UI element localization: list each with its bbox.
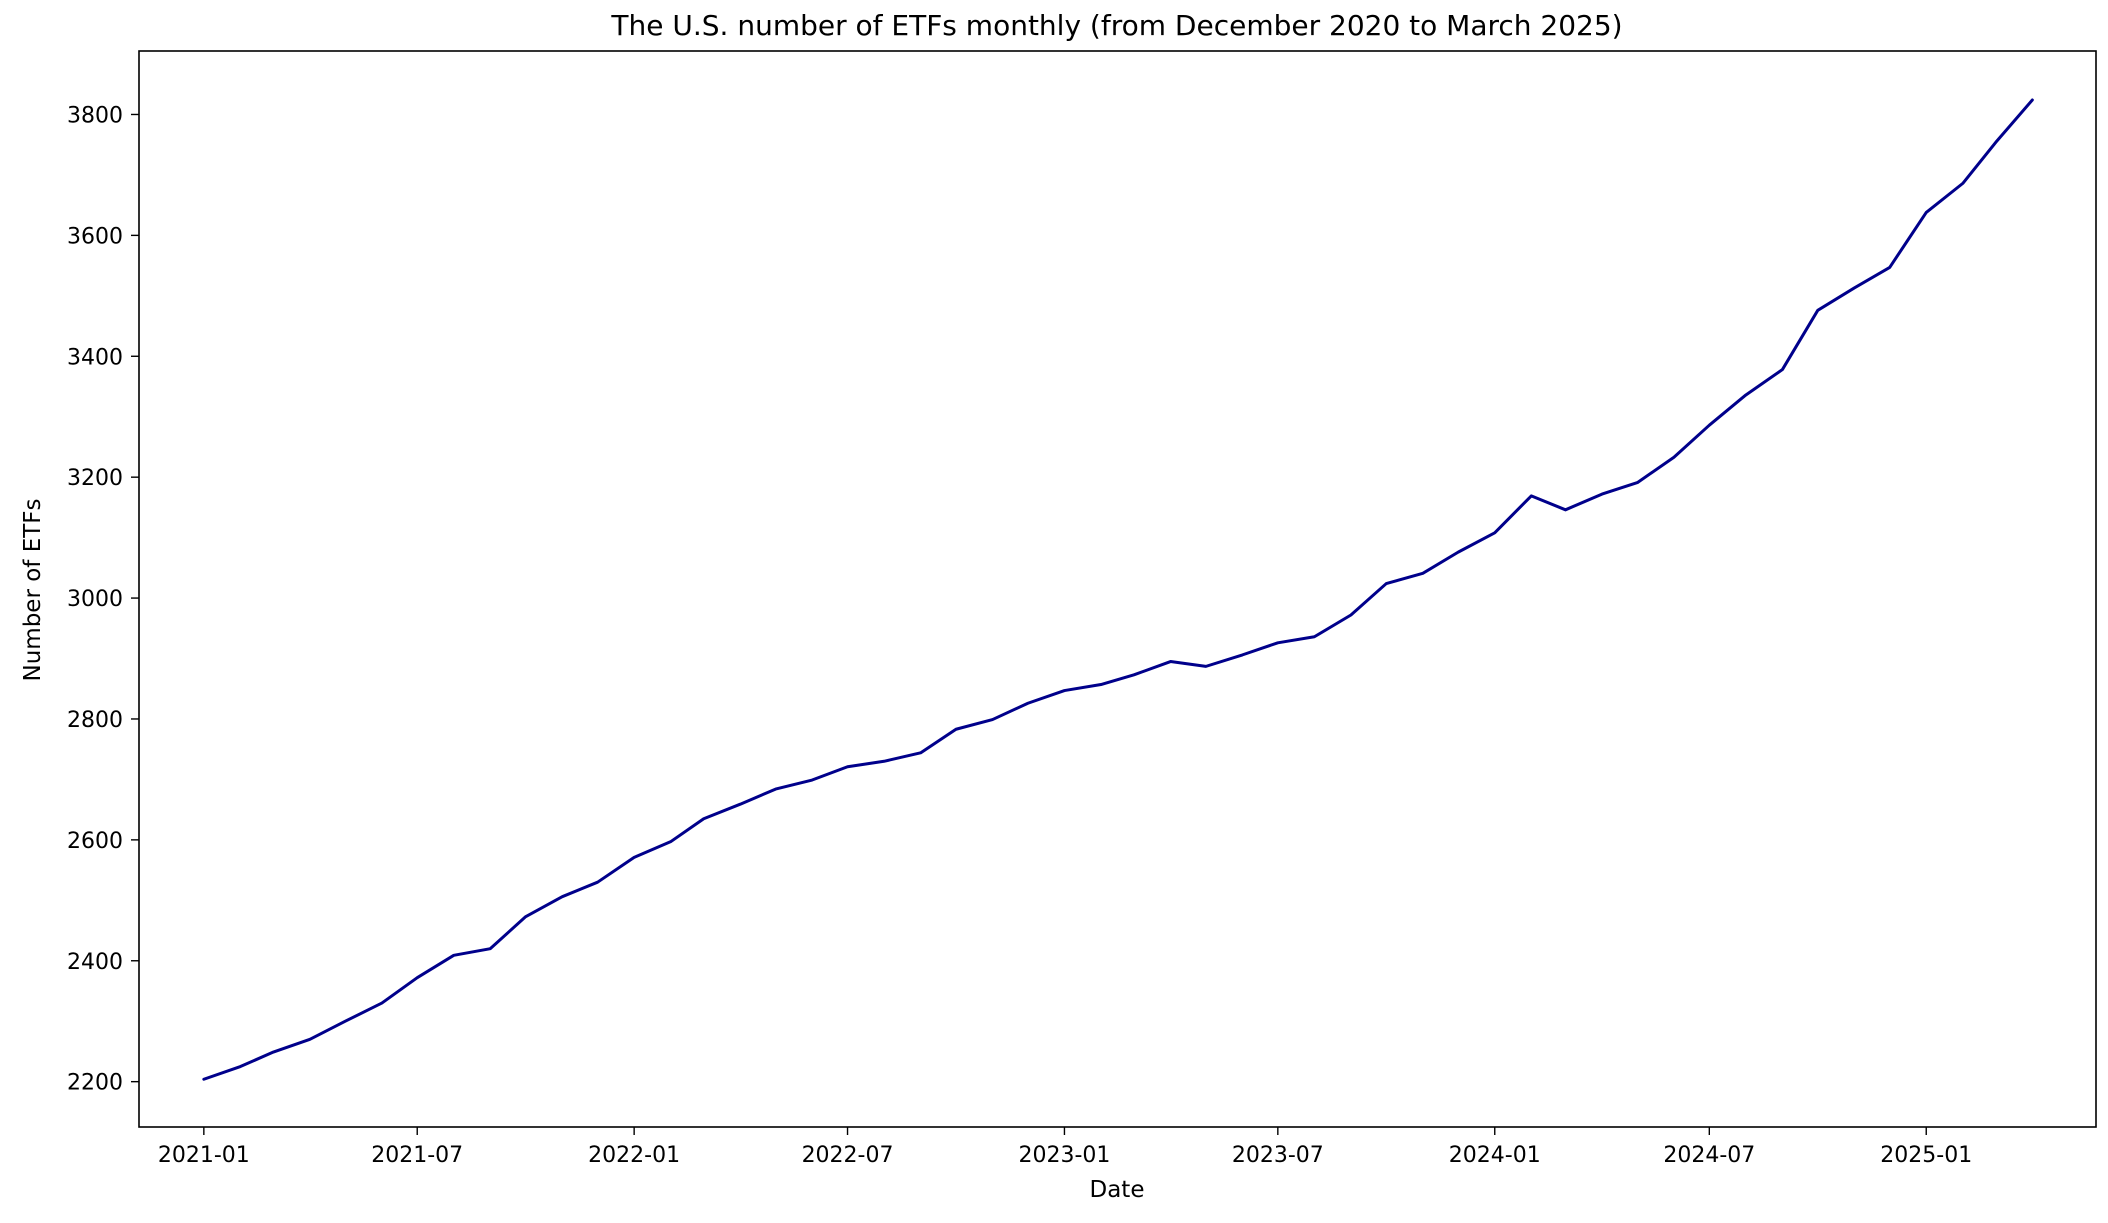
y-tick-label: 3200 xyxy=(67,466,123,491)
x-axis-label: Date xyxy=(1090,1177,1145,1203)
y-tick-label: 2800 xyxy=(67,708,123,733)
y-axis-label: Number of ETFs xyxy=(20,499,46,682)
x-tick-label: 2021-07 xyxy=(371,1143,463,1168)
y-axis: 2200 2400 2600 2800 3000 3200 3400 3600 3800 xyxy=(67,103,139,1096)
y-tick-label: 3400 xyxy=(67,345,123,370)
y-tick-label: 2400 xyxy=(67,950,123,975)
plot-area-frame xyxy=(138,50,2097,1128)
series-line xyxy=(202,98,2034,1081)
y-tick-label: 3000 xyxy=(67,587,123,612)
x-tick-label: 2022-07 xyxy=(802,1143,894,1168)
y-tick-label: 3600 xyxy=(67,224,123,249)
x-tick-label: 2022-01 xyxy=(588,1143,680,1168)
x-tick-label: 2024-07 xyxy=(1663,1143,1755,1168)
series-layer xyxy=(202,98,2034,1081)
x-axis: 2021-01 2021-07 2022-01 2022-07 2023-01 2023-… xyxy=(158,1127,1972,1168)
x-tick-label: 2023-07 xyxy=(1232,1143,1324,1168)
y-tick-label: 3800 xyxy=(67,103,123,128)
y-tick-label: 2200 xyxy=(67,1071,123,1096)
x-tick-label: 2021-01 xyxy=(158,1143,250,1168)
chart-title: The U.S. number of ETFs monthly (from De… xyxy=(610,9,1622,42)
y-tick-label: 2600 xyxy=(67,829,123,854)
x-tick-label: 2025-01 xyxy=(1880,1143,1972,1168)
x-tick-label: 2024-01 xyxy=(1449,1143,1541,1168)
x-tick-label: 2023-01 xyxy=(1018,1143,1110,1168)
